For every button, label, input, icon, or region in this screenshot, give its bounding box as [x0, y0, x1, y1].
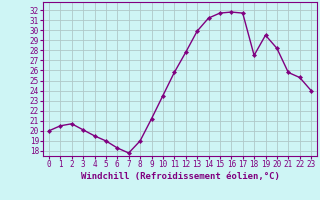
X-axis label: Windchill (Refroidissement éolien,°C): Windchill (Refroidissement éolien,°C) [81, 172, 279, 181]
